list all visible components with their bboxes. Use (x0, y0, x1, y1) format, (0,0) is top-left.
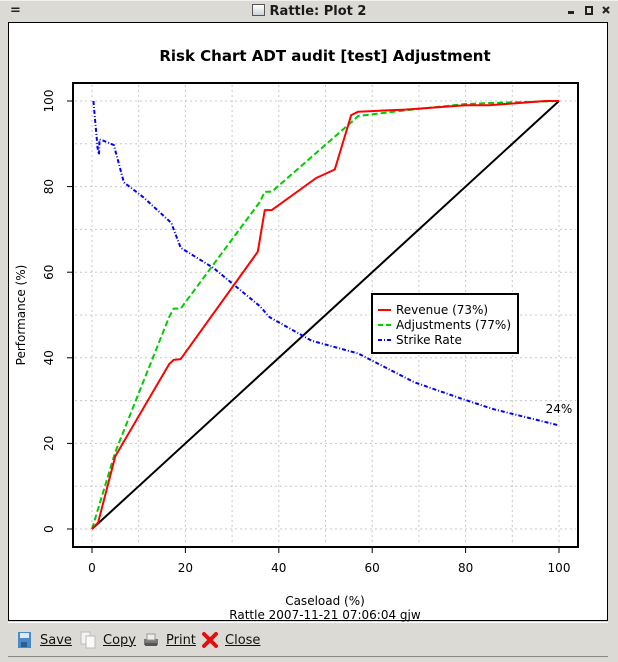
close-button[interactable]: Close (201, 630, 260, 650)
window-title: Rattle: Plot 2 (0, 4, 618, 19)
y-tick-label: 40 (42, 350, 56, 365)
y-tick-label: 20 (42, 436, 56, 451)
y-axis-label: Performance (%) (14, 265, 28, 366)
window-icon (251, 4, 265, 16)
strike-rate-line (92, 100, 560, 427)
x-axis-label: Caseload (%) (285, 594, 365, 608)
series-lines (91, 100, 560, 530)
x-tick-label: 40 (271, 561, 286, 575)
close-window-button[interactable] (600, 5, 612, 17)
plot-frame (72, 82, 579, 548)
plot-canvas: Risk Chart ADT audit [test] Adjustment 0… (8, 22, 608, 622)
save-label: Save (40, 632, 72, 648)
maximize-icon (585, 6, 593, 15)
minimize-button[interactable] (565, 5, 577, 17)
save-button[interactable]: Save (16, 630, 72, 650)
revenue-line (91, 100, 559, 530)
x-tick-label: 100 (548, 561, 571, 575)
save-icon (18, 632, 31, 648)
plot-toolbar: Save Copy Print Close (8, 622, 608, 657)
maximize-button[interactable] (583, 5, 595, 17)
legend-label-adjustments: Adjustments (77%) (396, 318, 511, 332)
legend-label-revenue: Revenue (73%) (396, 303, 488, 317)
legend-box (371, 293, 519, 354)
y-tick-label: 80 (42, 179, 56, 194)
x-tick-label: 0 (88, 561, 96, 575)
legend: Revenue (73%) Adjustments (77%) Strike R… (371, 293, 519, 354)
risk-chart: Risk Chart ADT audit [test] Adjustment 0… (14, 47, 579, 622)
close-x-icon (202, 632, 218, 648)
legend-label-strike-rate: Strike Rate (396, 333, 462, 347)
baseline-diagonal-line (91, 100, 560, 530)
window-title-text: Rattle: Plot 2 (269, 4, 367, 19)
x-tick-label: 20 (178, 561, 193, 575)
copy-button[interactable]: Copy (79, 630, 136, 650)
close-icon (602, 6, 610, 14)
x-tick-label: 60 (365, 561, 380, 575)
chart-title: Risk Chart ADT audit [test] Adjustment (159, 47, 490, 65)
print-icon (144, 633, 158, 646)
x-tick-label: 80 (458, 561, 473, 575)
print-label: Print (166, 632, 196, 648)
window-titlebar: = Rattle: Plot 2 (0, 0, 618, 23)
print-button[interactable]: Print (142, 630, 196, 650)
window-bottom-edge (8, 656, 608, 657)
copy-label: Copy (103, 632, 136, 648)
strike-rate-end-label: 24% (546, 402, 573, 416)
y-tick-label: 60 (42, 265, 56, 280)
close-label: Close (225, 632, 261, 648)
y-tick-label: 100 (42, 90, 56, 113)
chart-footer: Rattle 2007-11-21 07:06:04 gjw (229, 608, 421, 622)
copy-icon (80, 631, 96, 649)
window-menu-button[interactable]: = (10, 3, 21, 18)
y-tick-label: 0 (42, 525, 56, 533)
axes: 0 20 40 60 80 100 0 20 40 60 80 100 (42, 90, 570, 575)
minimize-icon (568, 11, 574, 14)
